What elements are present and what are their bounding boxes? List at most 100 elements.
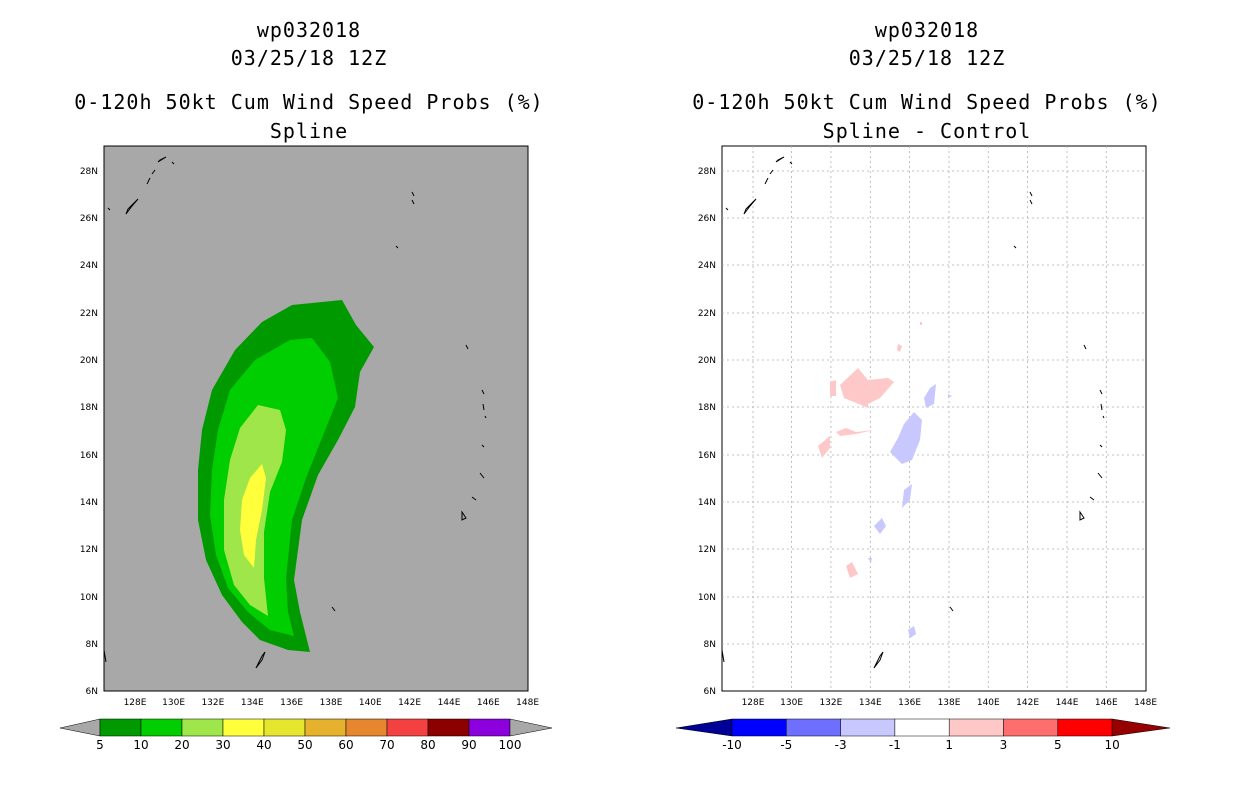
lat-tick-label: 26N (698, 214, 716, 224)
colorbar-label: -3 (835, 738, 847, 752)
grid-lines (722, 146, 1146, 691)
negative-diff-area (890, 412, 922, 464)
positive-diff-area (836, 428, 874, 436)
panel-subtitle: Spline - Control (822, 119, 1032, 143)
product-title: 0-120h 50kt Cum Wind Speed Probs (%) (692, 90, 1162, 114)
colorbar-label: 5 (1054, 738, 1062, 752)
colorbar-labels: 5 10 20 30 40 50 60 70 80 90 100 (96, 738, 521, 752)
positive-diff-area (920, 322, 922, 325)
colorbar-label: 60 (338, 738, 353, 752)
lat-tick-label: 16N (80, 451, 98, 461)
colorbar-swatch (222, 718, 265, 737)
lon-tick-label: 138E (320, 698, 343, 708)
difference-contours (818, 322, 952, 638)
lat-tick-label: 20N (698, 356, 716, 366)
colorbar-swatch (345, 718, 388, 737)
positive-diff-area (897, 344, 902, 352)
right-map: 128E 130E 132E 134E 136E 138E 140E 142E 144E 146E… (675, 145, 1171, 752)
colorbar-swatch (948, 718, 1004, 737)
lat-tick-labels: 6N 8N 10N 12N 14N 16N 18N 20N 22N 24N 26N 28N (698, 167, 716, 697)
lat-tick-label: 14N (698, 498, 716, 508)
product-title: 0-120h 50kt Cum Wind Speed Probs (%) (74, 90, 544, 114)
positive-diff-area (830, 380, 836, 396)
lon-tick-label: 142E (1016, 698, 1039, 708)
colorbar-label: 50 (297, 738, 312, 752)
colorbar-label: 40 (256, 738, 271, 752)
colorbar-label: 10 (133, 738, 148, 752)
storm-id: wp032018 (256, 18, 362, 42)
lon-tick-label: 128E (124, 698, 147, 708)
positive-diff-area (818, 436, 830, 458)
lon-tick-label: 148E (1134, 698, 1157, 708)
lon-tick-label: 136E (898, 698, 921, 708)
colorbar-swatch (468, 718, 511, 737)
colorbar-swatch (427, 718, 470, 737)
lat-tick-label: 10N (698, 593, 716, 603)
colorbar-high-arrow (1111, 718, 1171, 737)
datetime: 03/25/18 12Z (230, 46, 388, 70)
colorbar-swatch (263, 718, 306, 737)
lon-tick-label: 142E (398, 698, 421, 708)
lat-tick-labels: 6N 8N 10N 12N 14N 16N 18N 20N 22N 24N 26N 28N (80, 167, 98, 697)
colorbar-label: 90 (461, 738, 476, 752)
colorbar-label: 80 (420, 738, 435, 752)
lat-tick-label: 12N (80, 545, 98, 555)
negative-diff-area (874, 518, 886, 534)
lon-tick-label: 136E (280, 698, 303, 708)
right-panel: wp032018 03/25/18 12Z 0-120h 50kt Cum Wi… (618, 0, 1236, 800)
colorbar-swatches (99, 718, 511, 737)
lon-tick-labels: 128E 130E 132E 134E 136E 138E 140E 142E 144E 146E… (742, 698, 1158, 708)
lon-tick-label: 140E (977, 698, 1000, 708)
lat-tick-label: 12N (698, 545, 716, 555)
colorbar-swatch (304, 718, 347, 737)
colorbar-label: -5 (780, 738, 792, 752)
colorbar-swatch (1057, 718, 1113, 737)
lon-tick-label: 146E (1095, 698, 1118, 708)
lat-tick-label: 22N (698, 309, 716, 319)
positive-diff-area (840, 368, 894, 408)
colorbar-high-arrow (509, 718, 553, 737)
coastlines (721, 156, 1105, 669)
negative-diff-area (868, 558, 872, 563)
negative-diff-area (924, 384, 936, 408)
lon-tick-label: 140E (359, 698, 382, 708)
colorbar-swatches (675, 718, 1171, 737)
colorbar-swatch (731, 718, 787, 737)
colorbar-swatch (99, 718, 142, 737)
lat-tick-label: 18N (80, 403, 98, 413)
coastlines (103, 156, 487, 669)
colorbar-swatch (1003, 718, 1059, 737)
negative-diff-area (948, 394, 952, 398)
colorbar-label: -1 (889, 738, 901, 752)
left-panel: wp032018 03/25/18 12Z 0-120h 50kt Cum Wi… (59, 18, 553, 752)
colorbar-swatch (140, 718, 183, 737)
lat-tick-label: 18N (698, 403, 716, 413)
datetime: 03/25/18 12Z (848, 46, 1006, 70)
lon-tick-labels: 128E 130E 132E 134E 136E 138E 140E 142E 144E 146E… (124, 698, 540, 708)
colorbar-swatch (386, 718, 429, 737)
colorbar-label: 5 (96, 738, 104, 752)
lon-tick-label: 134E (859, 698, 882, 708)
negative-diff-area (908, 626, 916, 638)
probability-contours (198, 300, 374, 652)
colorbar-label: -10 (722, 738, 742, 752)
lon-tick-label: 144E (438, 698, 461, 708)
lon-tick-label: 130E (780, 698, 803, 708)
colorbar-label: 10 (1104, 738, 1119, 752)
panel-subtitle: Spline (269, 119, 349, 143)
lat-tick-label: 8N (704, 640, 716, 650)
lat-tick-label: 26N (80, 214, 98, 224)
lat-tick-label: 8N (86, 640, 98, 650)
colorbar-label: 30 (215, 738, 230, 752)
lat-tick-label: 10N (80, 593, 98, 603)
lon-tick-label: 146E (477, 698, 500, 708)
colorbar-swatch (894, 718, 950, 737)
contour-30 (240, 464, 266, 568)
colorbar-label: 100 (499, 738, 522, 752)
lat-tick-label: 16N (698, 451, 716, 461)
lon-tick-label: 128E (742, 698, 765, 708)
lat-tick-label: 6N (704, 687, 716, 697)
colorbar-low-arrow (59, 718, 101, 737)
colorbar-label: 3 (1000, 738, 1008, 752)
left-map: 128E 130E 132E 134E 136E 138E 140E 142E 144E 146E… (59, 145, 553, 752)
